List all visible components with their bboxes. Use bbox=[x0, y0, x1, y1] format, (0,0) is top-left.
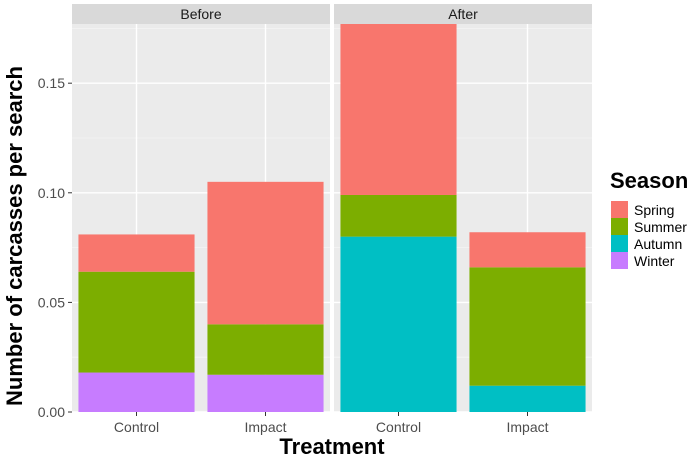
facet-strip bbox=[334, 4, 592, 24]
facet-before: Before Control Impact bbox=[72, 4, 330, 435]
bar-segment-before-impact-winter bbox=[207, 374, 324, 412]
y-axis: 0.00 0.05 0.10 0.15 bbox=[38, 75, 72, 420]
bar-segment-after-control-spring bbox=[340, 24, 457, 195]
x-tick-label: Impact bbox=[244, 419, 286, 435]
bar-segment-before-control-spring bbox=[78, 234, 195, 272]
y-tick-label: 0.15 bbox=[38, 75, 65, 91]
bar-segment-after-impact-autumn bbox=[469, 385, 586, 412]
y-tick-label: 0.10 bbox=[38, 185, 65, 201]
legend-label-winter: Winter bbox=[634, 253, 675, 269]
bar-segment-before-impact-summer bbox=[207, 324, 324, 375]
legend-label-summer: Summer bbox=[634, 219, 687, 235]
legend-title: Season bbox=[610, 168, 688, 193]
bar-segment-after-impact-spring bbox=[469, 232, 586, 268]
legend-key-winter bbox=[611, 252, 628, 269]
legend-label-autumn: Autumn bbox=[634, 236, 682, 252]
legend-key-spring bbox=[611, 201, 628, 218]
legend-label-spring: Spring bbox=[634, 202, 674, 218]
facets-layer: Before Control Impact After Control Impact bbox=[72, 4, 592, 435]
bar-segment-before-impact-spring bbox=[207, 181, 324, 325]
bar-segment-before-control-summer bbox=[78, 271, 195, 373]
facet-strip-label: Before bbox=[180, 6, 221, 22]
x-tick-label: Control bbox=[114, 419, 159, 435]
y-tick-label: 0.00 bbox=[38, 404, 65, 420]
y-tick-label: 0.05 bbox=[38, 294, 65, 310]
facet-strip-label: After bbox=[448, 6, 478, 22]
legend-key-autumn bbox=[611, 235, 628, 252]
bar-segment-before-control-winter bbox=[78, 372, 195, 412]
x-tick-label: Control bbox=[376, 419, 421, 435]
legend-key-summer bbox=[611, 218, 628, 235]
facet-after: After Control Impact bbox=[334, 4, 592, 435]
bar-segment-after-control-autumn bbox=[340, 236, 457, 412]
x-axis-title: Treatment bbox=[279, 434, 385, 457]
bar-segment-after-control-summer bbox=[340, 194, 457, 237]
y-axis-title: Number of carcasses per search bbox=[2, 66, 27, 406]
bar-segment-after-impact-summer bbox=[469, 267, 586, 386]
x-tick-label: Impact bbox=[506, 419, 548, 435]
facet-strip bbox=[72, 4, 330, 24]
